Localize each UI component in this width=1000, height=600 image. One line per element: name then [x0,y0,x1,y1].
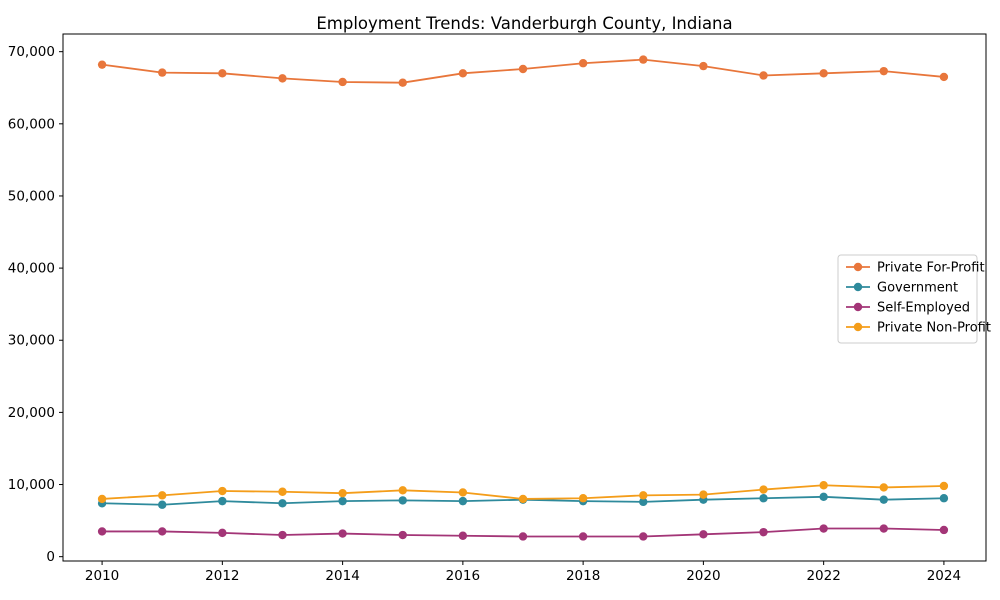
data-point-marker [338,488,347,498]
legend-label: Self-Employed [877,301,970,316]
plot-area-frame [62,33,987,562]
data-point-marker [699,490,708,499]
legend-label: Private Non-Profit [877,321,991,336]
data-point-marker [819,524,828,533]
data-point-marker [819,69,828,78]
y-tick-label: 30,000 [8,333,55,349]
data-point-marker [879,483,888,492]
data-point-marker [158,68,167,77]
y-tick-label: 20,000 [8,405,55,421]
legend-box [837,254,978,344]
data-point-marker [879,66,888,76]
data-point-marker [398,496,407,505]
data-point-marker [939,525,949,535]
data-point-marker [939,494,949,503]
data-point-marker [819,492,828,501]
data-point-marker [639,55,648,64]
data-point-marker [759,485,768,494]
data-point-marker [458,531,468,540]
data-point-marker [458,496,468,506]
data-point-marker [639,532,648,541]
data-point-marker [218,528,227,538]
data-point-marker [97,494,107,504]
data-point-marker [218,486,227,496]
x-tick-label: 2024 [927,568,961,584]
x-tick-label: 2020 [686,568,720,584]
data-point-marker [398,530,407,540]
data-point-marker [518,64,528,74]
data-point-marker [759,527,768,537]
legend-label: Private For-Profit [877,261,985,276]
y-tick-label: 40,000 [8,261,55,277]
data-point-marker [97,527,107,536]
legend-marker-sample [853,322,863,332]
legend-marker-sample [853,302,863,312]
data-point-marker [398,486,407,495]
x-tick-label: 2012 [205,568,239,584]
data-point-marker [158,527,167,536]
data-point-marker [338,496,347,506]
data-point-marker [338,77,347,87]
data-point-marker [278,499,287,508]
data-point-marker [639,491,648,500]
x-tick-label: 2016 [446,568,480,584]
data-point-marker [278,487,287,496]
data-point-marker [578,494,588,503]
data-point-marker [639,497,648,507]
data-point-marker [699,61,708,71]
y-tick-label: 10,000 [8,477,55,493]
x-tick-label: 2018 [566,568,600,584]
data-point-marker [158,491,167,500]
data-point-marker [458,488,468,497]
data-point-marker [578,59,588,68]
data-point-marker [759,71,768,80]
data-point-marker [218,496,227,506]
data-point-marker [879,524,888,533]
data-point-marker [939,72,949,82]
data-point-marker [939,481,949,491]
data-point-marker [278,74,287,83]
data-point-marker [398,78,407,87]
chart-title: Employment Trends: Vanderburgh County, I… [316,14,733,33]
data-point-marker [518,532,528,541]
x-tick-label: 2022 [806,568,840,584]
legend-marker-sample [853,282,863,292]
data-point-marker [278,530,287,540]
y-tick-label: 60,000 [8,116,55,132]
data-point-marker [578,532,588,541]
data-point-marker [218,69,227,78]
y-tick-label: 70,000 [8,44,55,60]
data-point-marker [699,530,708,539]
y-tick-label: 50,000 [8,188,55,204]
x-tick-label: 2010 [85,568,119,584]
data-point-marker [97,60,107,69]
data-point-marker [759,494,768,503]
y-tick-label: 0 [46,549,55,565]
data-point-marker [879,495,888,504]
data-point-marker [819,481,828,490]
x-tick-label: 2014 [325,568,359,584]
data-point-marker [458,69,468,78]
legend-label: Government [877,281,958,296]
data-point-marker [338,529,347,538]
legend-marker-sample [853,262,863,272]
data-point-marker [158,500,167,509]
data-point-marker [518,494,528,504]
